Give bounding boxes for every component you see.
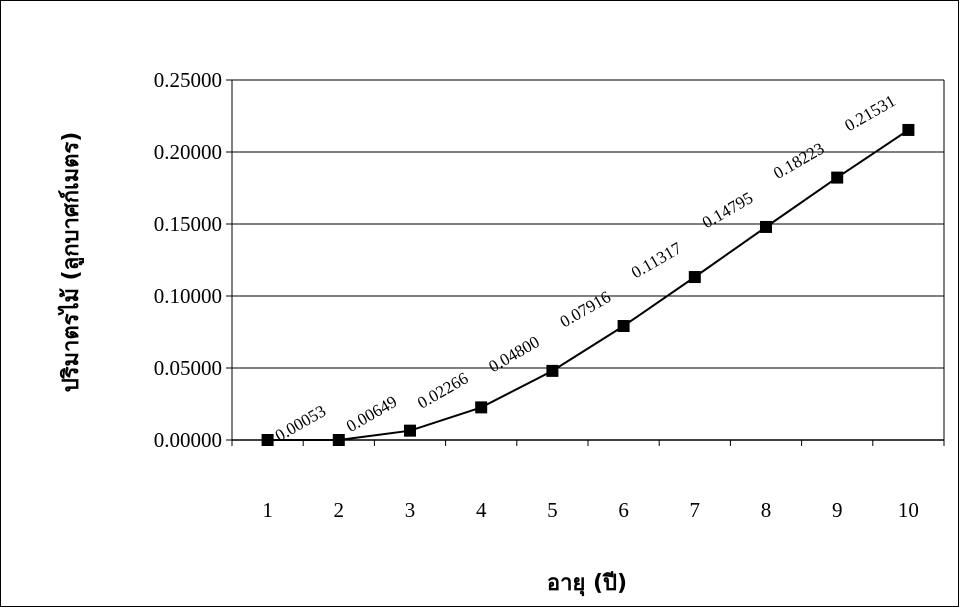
x-tick-labels: 1 2 3 4 5 6 7 8 9 10 [262, 498, 919, 522]
y-tick-label-0: 0.00000 [154, 428, 222, 452]
series-line-path [267, 129, 909, 441]
data-label-3: 0.00649 [343, 392, 400, 436]
y-tick-label-3: 0.15000 [154, 212, 222, 236]
y-tick-label-1: 0.05000 [154, 356, 222, 380]
series-markers [261, 123, 915, 446]
y-tick-label-4: 0.20000 [154, 140, 222, 164]
data-label-7: 0.11317 [628, 238, 685, 282]
data-point-6 [617, 320, 630, 333]
x-tick-label-4: 4 [476, 498, 487, 522]
x-tick-label-9: 9 [832, 498, 843, 522]
data-point-1 [261, 434, 274, 446]
x-tick-label-1: 1 [262, 498, 273, 522]
data-label-10: 0.21531 [841, 91, 898, 135]
data-label-9: 0.18223 [770, 139, 827, 183]
data-label-5: 0.04800 [485, 332, 542, 376]
y-tick-labels: 0.00000 0.05000 0.10000 0.15000 0.20000 0.250… [154, 68, 222, 452]
data-label-2: 0.00053 [272, 401, 329, 445]
series-line [267, 129, 909, 441]
x-tick-label-2: 2 [334, 498, 345, 522]
x-tick-label-6: 6 [618, 498, 629, 522]
x-tick-label-10: 10 [898, 498, 919, 522]
gridlines [232, 79, 944, 369]
x-tick-label-8: 8 [761, 498, 772, 522]
data-point-3 [404, 424, 416, 437]
y-tick-label-5: 0.25000 [154, 68, 222, 92]
data-point-8 [760, 220, 772, 233]
axes [226, 79, 945, 446]
x-tick-label-3: 3 [405, 498, 416, 522]
data-labels: 0.00053 0.00649 0.02266 0.04800 0.07916 0.113… [272, 91, 899, 445]
data-label-6: 0.07916 [557, 287, 614, 331]
y-tick-label-2: 0.10000 [154, 284, 222, 308]
data-label-4: 0.02266 [414, 369, 471, 413]
x-tick-label-7: 7 [690, 498, 701, 522]
data-point-9 [831, 171, 844, 184]
data-point-2 [332, 434, 345, 446]
data-point-4 [475, 401, 488, 414]
data-label-8: 0.14795 [699, 188, 756, 232]
x-axis-title: อายุ (ปี) [547, 571, 627, 597]
data-point-7 [688, 271, 701, 284]
data-point-10 [902, 123, 915, 136]
x-tick-label-5: 5 [547, 498, 558, 522]
y-axis-title: ปริมาตรไม้ (ลูกบาศก์เมตร) [57, 132, 85, 393]
data-point-5 [546, 364, 559, 377]
